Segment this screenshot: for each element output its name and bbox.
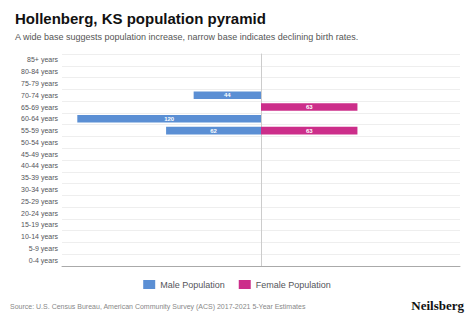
svg-text:65-69 years: 65-69 years bbox=[21, 104, 58, 112]
svg-text:25-29 years: 25-29 years bbox=[21, 198, 58, 206]
svg-text:10-14 years: 10-14 years bbox=[21, 233, 58, 241]
svg-text:Female Population: Female Population bbox=[256, 280, 331, 290]
svg-text:45-49 years: 45-49 years bbox=[21, 151, 58, 159]
svg-text:50-54 years: 50-54 years bbox=[21, 139, 58, 147]
svg-text:30-34 years: 30-34 years bbox=[21, 186, 58, 194]
svg-text:Neilsberg: Neilsberg bbox=[411, 298, 464, 313]
svg-text:0-4 years: 0-4 years bbox=[29, 257, 59, 265]
svg-text:15-19 years: 15-19 years bbox=[21, 221, 58, 229]
svg-text:75-79 years: 75-79 years bbox=[21, 80, 58, 88]
svg-text:40-44 years: 40-44 years bbox=[21, 162, 58, 170]
svg-text:Male Population: Male Population bbox=[160, 280, 225, 290]
svg-text:70-74 years: 70-74 years bbox=[21, 92, 58, 100]
svg-text:A wide base suggests populatio: A wide base suggests population increase… bbox=[15, 32, 358, 42]
svg-text:44: 44 bbox=[224, 92, 231, 98]
svg-text:5-9 years: 5-9 years bbox=[29, 245, 59, 253]
svg-text:63: 63 bbox=[306, 128, 313, 134]
svg-text:35-39 years: 35-39 years bbox=[21, 174, 58, 182]
svg-text:Hollenberg, KS population pyra: Hollenberg, KS population pyramid bbox=[15, 10, 266, 27]
svg-text:55-59 years: 55-59 years bbox=[21, 127, 58, 135]
svg-text:Source: U.S. Census Bureau, Am: Source: U.S. Census Bureau, American Com… bbox=[10, 303, 306, 311]
svg-text:85+ years: 85+ years bbox=[27, 56, 58, 64]
svg-text:120: 120 bbox=[164, 116, 175, 122]
svg-text:60-64 years: 60-64 years bbox=[21, 115, 58, 123]
svg-text:63: 63 bbox=[306, 104, 313, 110]
svg-text:80-84 years: 80-84 years bbox=[21, 68, 58, 76]
svg-text:62: 62 bbox=[210, 128, 217, 134]
svg-text:20-24 years: 20-24 years bbox=[21, 210, 58, 218]
